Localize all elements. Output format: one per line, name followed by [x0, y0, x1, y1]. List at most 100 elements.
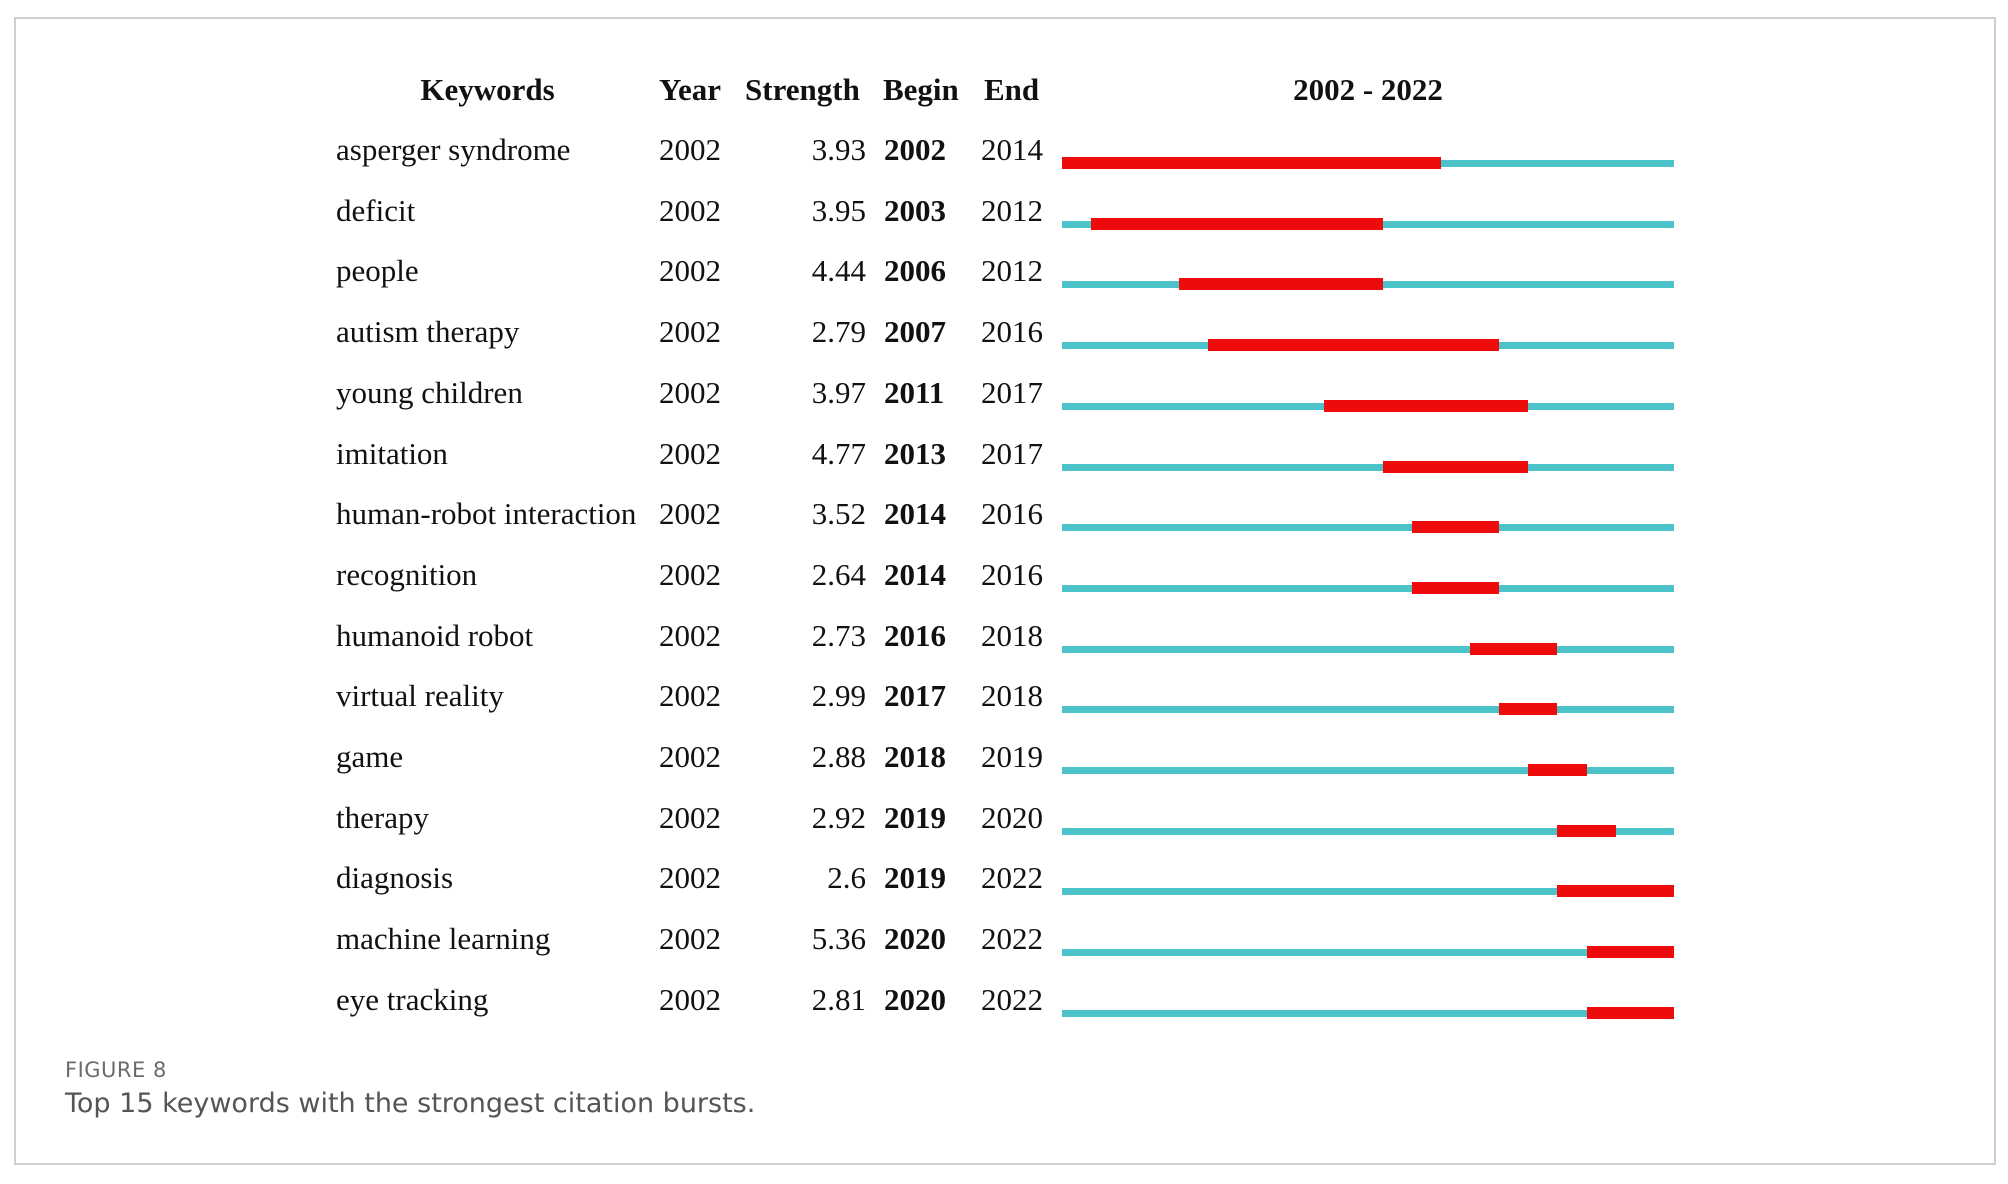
keyword-label: therapy [336, 799, 429, 835]
keyword-label: game [336, 739, 404, 774]
year-value: 2002 [659, 860, 721, 896]
year-value: 2002 [659, 981, 721, 1017]
keyword-label: asperger syndrome [336, 132, 571, 167]
citation-burst-table: Keywords Year Strength Begin End 2002 - … [336, 72, 1674, 1019]
burst-bar [1557, 885, 1674, 898]
timeline-track [1062, 463, 1674, 471]
keyword-label: autism therapy [336, 314, 520, 350]
begin-value: 2020 [884, 921, 946, 957]
strength-value: 5.36 [811, 921, 866, 957]
timeline-track [1062, 706, 1674, 714]
keyword-label: young children [336, 374, 523, 410]
burst-bar [1470, 642, 1558, 655]
strength-value: 3.95 [811, 192, 866, 228]
burst-bar [1586, 1006, 1674, 1019]
begin-value: 2019 [884, 799, 946, 835]
end-value: 2019 [981, 739, 1043, 774]
burst-bar [1557, 824, 1616, 837]
year-value: 2002 [659, 374, 721, 410]
strength-value: 3.52 [811, 496, 866, 532]
burst-bar [1411, 581, 1500, 594]
strength-value: 2.6 [827, 860, 866, 896]
begin-value: 2019 [884, 860, 946, 896]
timeline-track [1062, 767, 1674, 774]
timeline-track [1062, 524, 1674, 532]
header-begin: Begin [883, 72, 959, 107]
year-value: 2002 [659, 253, 721, 289]
header-strength: Strength [745, 72, 860, 107]
timeline-track [1062, 888, 1674, 896]
timeline-track [1062, 645, 1674, 653]
burst-bar [1499, 703, 1558, 716]
end-value: 2012 [981, 192, 1043, 228]
keyword-label: machine learning [336, 921, 551, 957]
burst-bar [1178, 278, 1383, 291]
end-value: 2014 [981, 132, 1043, 167]
year-value: 2002 [659, 799, 721, 835]
strength-value: 2.99 [811, 678, 866, 714]
begin-value: 2016 [884, 617, 946, 653]
keyword-label: people [336, 253, 419, 289]
burst-bar [1324, 399, 1529, 412]
end-value: 2017 [981, 374, 1043, 410]
strength-value: 3.97 [811, 374, 866, 410]
begin-value: 2014 [884, 496, 946, 532]
year-value: 2002 [659, 132, 721, 167]
begin-value: 2020 [884, 981, 946, 1017]
begin-value: 2003 [884, 192, 946, 228]
strength-value: 4.44 [811, 253, 866, 289]
strength-value: 2.92 [811, 799, 866, 835]
timeline-track [1062, 584, 1674, 592]
year-value: 2002 [659, 617, 721, 653]
strength-value: 2.81 [811, 981, 866, 1017]
timeline-track [1062, 827, 1674, 835]
begin-value: 2014 [884, 556, 946, 592]
timeline-track [1062, 949, 1674, 957]
keyword-label: virtual reality [336, 678, 504, 714]
strength-value: 2.64 [811, 556, 866, 592]
header-year: Year [659, 72, 721, 107]
keyword-label: imitation [336, 435, 448, 471]
begin-value: 2002 [884, 132, 946, 167]
end-value: 2020 [981, 799, 1043, 835]
burst-bar [1062, 157, 1441, 169]
year-value: 2002 [659, 496, 721, 532]
begin-value: 2018 [884, 739, 946, 774]
header-timeline: 2002 - 2022 [1293, 72, 1443, 107]
keyword-label: diagnosis [336, 860, 454, 896]
header-keywords: Keywords [420, 72, 555, 107]
keyword-label: deficit [336, 192, 416, 228]
header-end: End [984, 72, 1040, 107]
end-value: 2022 [981, 981, 1043, 1017]
figure-label: FIGURE 8 [65, 1058, 167, 1082]
strength-value: 2.73 [811, 617, 866, 653]
end-value: 2016 [981, 556, 1043, 592]
keyword-label: humanoid robot [336, 617, 534, 653]
end-value: 2018 [981, 678, 1043, 714]
strength-value: 2.88 [811, 739, 866, 774]
burst-bar [1528, 764, 1587, 776]
strength-value: 2.79 [811, 314, 866, 350]
burst-bar [1586, 946, 1674, 959]
begin-value: 2011 [884, 374, 945, 410]
year-value: 2002 [659, 921, 721, 957]
end-value: 2022 [981, 921, 1043, 957]
keyword-label: human-robot interaction [336, 496, 637, 532]
burst-bar [1382, 460, 1529, 473]
end-value: 2016 [981, 314, 1043, 350]
year-value: 2002 [659, 556, 721, 592]
begin-value: 2017 [884, 678, 946, 714]
begin-value: 2007 [884, 314, 946, 350]
year-value: 2002 [659, 678, 721, 714]
begin-value: 2013 [884, 435, 946, 471]
burst-bar [1091, 217, 1383, 230]
timeline-track [1062, 1009, 1674, 1017]
keyword-label: recognition [336, 556, 478, 592]
end-value: 2016 [981, 496, 1043, 532]
end-value: 2017 [981, 435, 1043, 471]
end-value: 2022 [981, 860, 1043, 896]
strength-value: 3.93 [811, 132, 866, 167]
figure-caption: Top 15 keywords with the strongest citat… [65, 1088, 756, 1119]
keyword-label: eye tracking [336, 981, 489, 1017]
strength-value: 4.77 [811, 435, 866, 471]
